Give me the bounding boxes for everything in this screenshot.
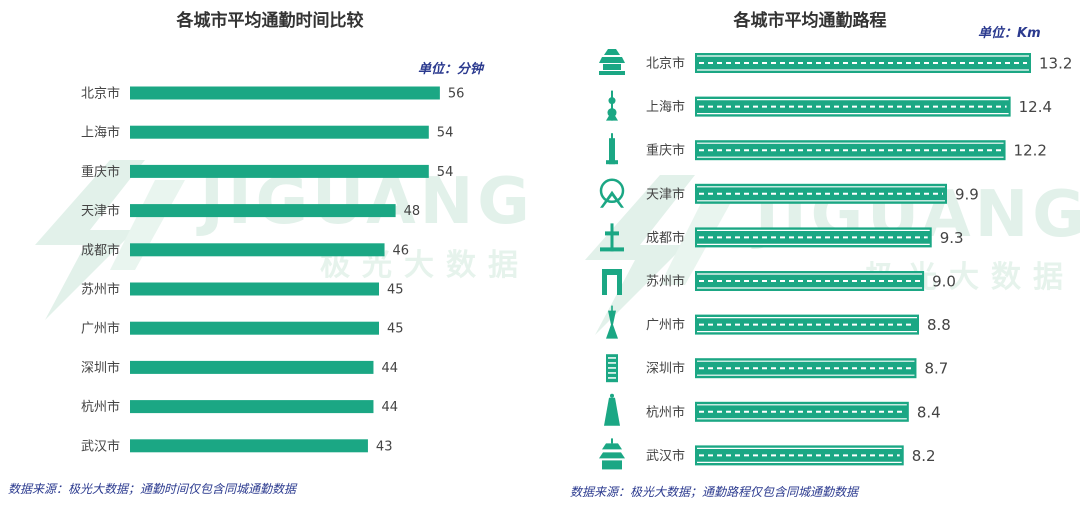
- unit-label: 单位：Km: [978, 26, 1041, 41]
- suzhou-gate-icon: [602, 269, 622, 295]
- bar: [130, 321, 379, 335]
- bar: [695, 53, 1031, 73]
- hangzhou-pagoda-icon: [604, 393, 620, 426]
- data-label: 54: [437, 126, 454, 141]
- commute-time-bar-chart: 北京市 56 上海市 54 重庆市 54 天津市 48 成都市 46 苏州市 45 广州市 45 深圳市 44…: [81, 86, 465, 455]
- bar: [695, 401, 909, 422]
- bar: [695, 358, 917, 379]
- category-label: 成都市: [646, 230, 685, 246]
- data-label: 56: [448, 87, 465, 102]
- bar: [695, 314, 919, 335]
- category-label: 重庆市: [81, 164, 120, 180]
- shenzhen-tower-icon: [606, 354, 618, 383]
- data-label: 45: [387, 283, 404, 298]
- data-label: 8.2: [912, 447, 936, 465]
- source-note: 数据来源：极光大数据；通勤时间仅包含同城通勤数据: [8, 482, 297, 496]
- bar: [130, 360, 374, 374]
- data-label: 8.8: [927, 316, 951, 334]
- category-label: 广州市: [81, 321, 120, 337]
- yellow-crane-tower-icon: [599, 438, 625, 470]
- category-label: 武汉市: [81, 438, 120, 454]
- category-label: 成都市: [81, 242, 120, 258]
- bar: [130, 164, 429, 178]
- bar: [130, 125, 429, 139]
- category-label: 天津市: [646, 186, 685, 202]
- category-label: 深圳市: [81, 360, 120, 376]
- bar: [695, 227, 932, 248]
- temple-of-heaven-icon: [599, 49, 625, 75]
- data-label: 45: [387, 322, 404, 337]
- commute-distance-panel: JIGUANG 极光大数据 各城市平均通勤路程 单位：Km 北京市 13.2 上海市…: [540, 0, 1080, 506]
- chart-title: 各城市平均通勤时间比较: [176, 11, 364, 31]
- data-label: 8.7: [924, 360, 948, 378]
- data-label: 8.4: [917, 403, 941, 421]
- bar: [695, 271, 925, 291]
- canton-tower-icon: [606, 305, 618, 339]
- chengdu-tower-icon: [600, 223, 624, 252]
- bar: [695, 96, 1011, 117]
- category-label: 杭州市: [81, 399, 120, 415]
- category-label: 杭州市: [646, 404, 685, 420]
- data-label: 12.4: [1019, 98, 1052, 116]
- data-label: 43: [376, 439, 393, 454]
- unit-label: 单位：分钟: [418, 62, 484, 77]
- data-label: 46: [393, 243, 410, 258]
- oriental-pearl-tower-icon: [606, 90, 618, 121]
- category-label: 上海市: [646, 99, 685, 115]
- data-label: 48: [404, 204, 421, 219]
- data-label: 44: [381, 400, 398, 415]
- data-label: 9.9: [955, 185, 979, 203]
- data-label: 9.0: [932, 273, 956, 291]
- bar: [130, 86, 440, 100]
- bar: [130, 400, 374, 414]
- data-label: 12.2: [1014, 142, 1047, 160]
- bar: [130, 243, 385, 257]
- category-label: 广州市: [646, 317, 685, 333]
- category-label: 北京市: [646, 56, 685, 72]
- category-label: 苏州市: [646, 274, 685, 290]
- data-label: 9.3: [940, 229, 964, 247]
- data-label: 44: [381, 361, 398, 376]
- data-label: 13.2: [1039, 55, 1072, 73]
- data-label: 54: [437, 165, 454, 180]
- bar: [695, 445, 904, 466]
- bar: [130, 204, 396, 218]
- chart-title: 各城市平均通勤路程: [733, 11, 887, 31]
- category-label: 苏州市: [81, 282, 120, 298]
- category-label: 深圳市: [646, 361, 685, 377]
- bar: [695, 140, 1006, 161]
- category-label: 武汉市: [646, 448, 685, 464]
- category-label: 天津市: [81, 203, 120, 219]
- commute-distance-bar-chart: 北京市 13.2 上海市 12.4 重庆市 12.2 天津市 9.9 成都市 9.3 苏州市 9.0 广…: [599, 49, 1072, 470]
- source-note: 数据来源：极光大数据；通勤路程仅包含同城通勤数据: [570, 485, 859, 499]
- category-label: 上海市: [81, 125, 120, 141]
- tianjin-eye-icon: [599, 178, 625, 208]
- category-label: 重庆市: [646, 143, 685, 159]
- category-label: 北京市: [81, 86, 120, 102]
- bar: [695, 183, 947, 204]
- chongqing-tower-icon: [606, 133, 618, 165]
- bar: [130, 282, 379, 296]
- bar: [130, 439, 368, 453]
- commute-time-panel: JIGUANG 极光大数据 各城市平均通勤时间比较 单位：分钟 北京市 56 上海市…: [8, 11, 530, 496]
